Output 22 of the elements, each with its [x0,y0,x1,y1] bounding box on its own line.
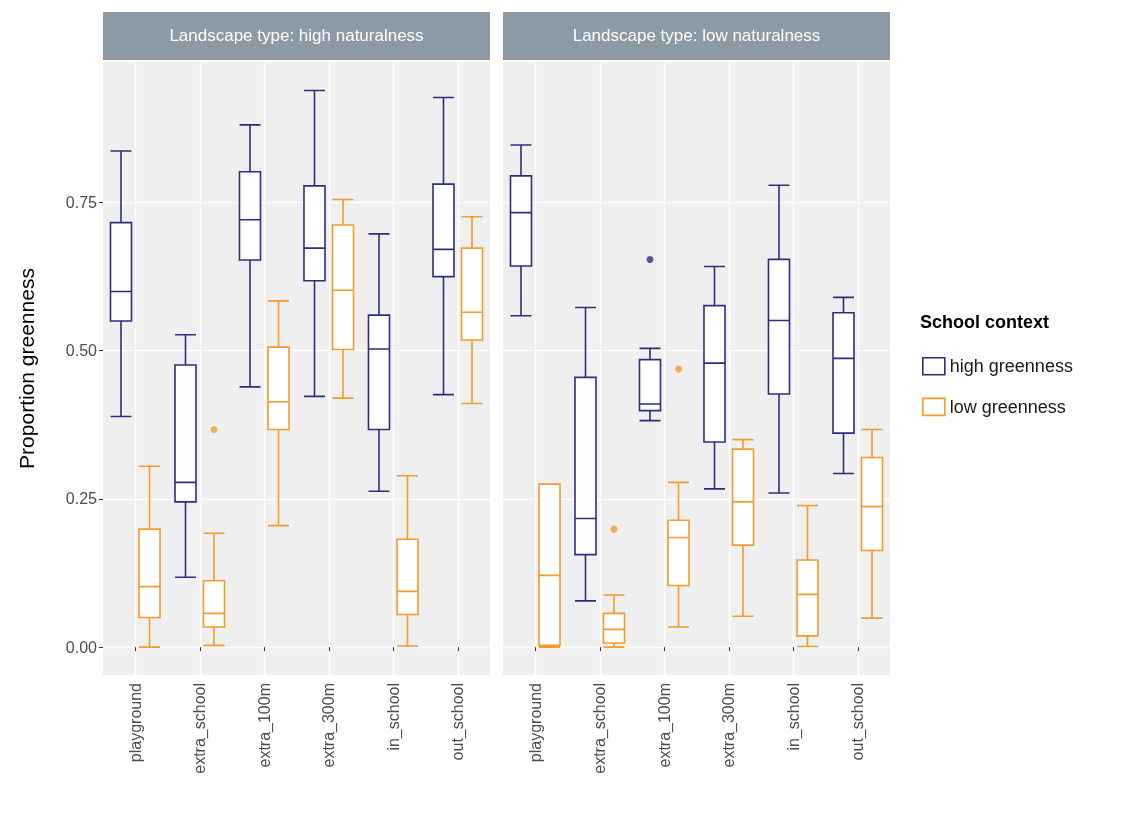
x-tick-label: extra_school [591,683,610,774]
x-tick-label: out_school [849,683,868,761]
chart-title: Landscape type: low naturalness [572,26,821,46]
legend-label: high greenness [949,356,1073,377]
y-tick-label: 0.00 [65,638,98,656]
x-tick-label: extra_300m [720,683,739,768]
x-tick-label: out_school [449,683,468,761]
x-tick-label: extra_100m [655,683,674,768]
y-tick-label: 0.50 [65,342,98,360]
y-axis-title: Proportion greenness [15,268,38,469]
x-tick-label: extra_300m [320,683,339,768]
legend-label: low greenness [949,396,1066,417]
x-tick-label: extra_100m [255,683,274,768]
y-tick-label: 0.75 [65,194,98,211]
chart-title: Landscape type: high naturalness [169,26,424,46]
x-tick-label: extra_school [191,683,210,774]
legend-title: School context [920,312,1050,332]
y-tick-label: 0.25 [65,490,98,508]
x-tick-label: in_school [384,683,403,751]
x-tick-label: in_school [784,683,803,751]
x-tick-label: playground [526,683,544,763]
x-tick-label: playground [126,683,144,763]
